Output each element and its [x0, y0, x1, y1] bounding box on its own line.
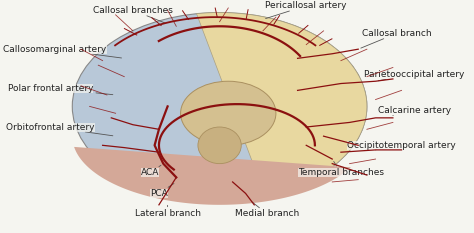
Text: Orbitofrontal artery: Orbitofrontal artery [6, 123, 113, 136]
Ellipse shape [198, 127, 241, 164]
Text: Calcarine artery: Calcarine artery [378, 106, 451, 116]
Ellipse shape [181, 81, 276, 145]
Text: Callosomarginal artery: Callosomarginal artery [3, 45, 121, 58]
Text: Medial branch: Medial branch [235, 202, 300, 219]
Text: Callosal branch: Callosal branch [361, 29, 432, 48]
Text: Parietooccipital artery: Parietooccipital artery [365, 70, 465, 81]
Text: Callosal branches: Callosal branches [93, 6, 173, 23]
Text: Occipitotemporal artery: Occipitotemporal artery [347, 141, 456, 150]
Text: Pericallosal artery: Pericallosal artery [265, 1, 347, 19]
Text: Polar frontal artery: Polar frontal artery [8, 84, 113, 95]
Text: Temporal branches: Temporal branches [298, 161, 384, 177]
Ellipse shape [73, 13, 367, 200]
Polygon shape [74, 147, 351, 205]
Polygon shape [197, 13, 367, 196]
Text: Lateral branch: Lateral branch [135, 205, 201, 219]
Text: PCA: PCA [150, 183, 174, 198]
Text: ACA: ACA [141, 165, 161, 177]
